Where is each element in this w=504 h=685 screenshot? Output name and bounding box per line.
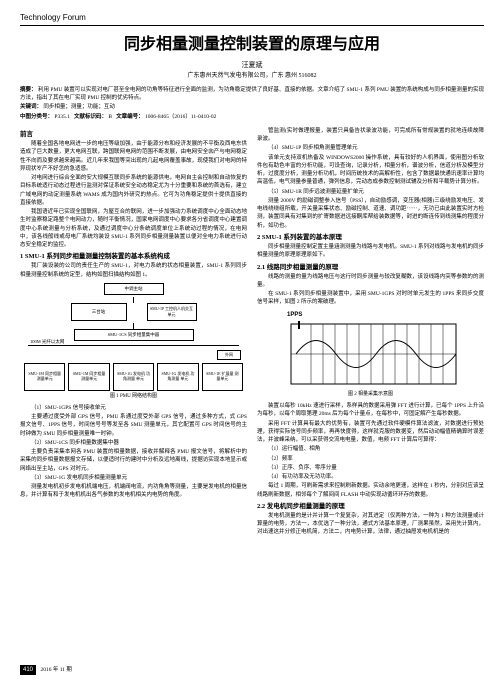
two-column-body: 前言 随着全国各地电网进一步的电压等级加强，由于能源分布和经济发展的不平衡及西电… <box>20 127 484 538</box>
para: （3）SMU-1G 发电机同步相量测量单元 <box>20 474 247 482</box>
affiliation: 广东惠州天然气发电有限公司，广东 惠州 516082 <box>20 72 484 80</box>
para: （1）SMU-1GPS 信号接收单元 <box>20 404 247 412</box>
para: 发电机测量的是计并计算一个复复杂，对其进定（仅两种方法，一种为 1 种方法测量或… <box>257 512 484 537</box>
para: 主要负责采集本网各 PMU 装置的相量数据，接收并解释各 PMU 报文信号，将解… <box>20 448 247 473</box>
para: （3）正序、负序、零序分量 <box>257 464 484 472</box>
diagram-box-top: 中调主站 <box>104 283 164 295</box>
para: （4）有功功率及无功功率。 <box>257 473 484 481</box>
para: 装置以每秒 10kHz 速进行采样，系样具的数据采用弹 FFT 进行计算，已每个… <box>257 402 484 419</box>
diagram-box-ext: 外网 <box>217 350 241 360</box>
system-diagram: 中调主站 三台站 SMU-1P 工控机人机交互单元 SMU-1CS 同步相量集中… <box>20 283 247 400</box>
diagram-box-concentrator: SMU-1CS 同步相量集中器 <box>74 329 194 341</box>
articleid-label: 文章编号： <box>116 114 144 120</box>
keywords-text: 同步相量；测量；功能；互动 <box>43 104 115 110</box>
para: （4）SMU-1P 同步相角测量管理单元 <box>257 144 484 152</box>
diagram-box-bottom: SMU-1E 扩展量 测量单元 <box>202 363 243 391</box>
para: 测量发电机初步发电机机端电压，机端阀电流，内功角角等测量，主要是发电机的相量信息… <box>20 483 247 500</box>
articleid-text: 1006-8465（2016）11-0410-02 <box>145 114 216 120</box>
para: 我厂装设装的公司的责任生产的 SMU-1，对电力系统的状态相量装置，SMU-1 … <box>20 262 247 279</box>
para: （2）频率 <box>257 455 484 463</box>
sec-2-2: 2.2 发电机同步相量测量的原理 <box>257 502 484 511</box>
para: 主要通过度受外部 GPS 信号，PMU 系通过度受外部 GPS 信号，通过多种方… <box>20 413 247 438</box>
left-column: 前言 随着全国各地电网进一步的电压等级加强，由于能源分布和经济发展的不平衡及西电… <box>20 127 247 538</box>
author: 汪夏斌 <box>20 61 484 71</box>
chart-svg <box>281 319 461 389</box>
para: （2）SMU-1CS 同步相量数据集中器 <box>20 439 247 447</box>
keywords-label: 关键词： <box>20 104 42 110</box>
sec-preface: 前言 <box>20 130 247 139</box>
chart-label: 1PPS <box>287 311 474 319</box>
diagram-box-bottom: SMU-1M 同步相量 测量单元 <box>24 363 65 391</box>
sec-2: 2 SMU-1 系列装置的基本原理 <box>257 233 484 242</box>
diagram-box-mid-left: 三台站 <box>71 303 127 321</box>
para: （1）运行幅值、相角 <box>257 445 484 453</box>
para: 我国语近年已实现全国联网，为屋互合的联网，进一步加强动力系统调度中心全面动态地生… <box>20 208 247 249</box>
para: 管监测(实时做理报量，装置只具备告状录波功能，可完成所有常规装置的就地连续故障录… <box>257 127 484 144</box>
chart-caption: 图 2 相量采集示意图 <box>267 391 474 398</box>
para: （5）SMU-1R 同步远波测量延量扩单元 <box>257 188 484 196</box>
clc-label: 中图分类号： <box>20 114 53 120</box>
para: 对电网进行综合全面的安大规模互联同步系统的能源供电，电网自主会控制和自动恢复的目… <box>20 174 247 207</box>
para: 在 SMU-1 系列同步相量测装置中，采用 SMU-1GPS 对时时单元发生的 … <box>257 290 484 307</box>
sec-2-1: 2.1 线路同步相量测量的原理 <box>257 263 484 272</box>
diagram-box-mid-right: SMU-1P 工控机人机交互单元 <box>147 303 197 321</box>
para: 该单元支持双机热备及 WINDOWS2000 操作系统，具有较好的人机界面，使用… <box>257 154 484 187</box>
page-footer: 410 2016 年 11 期 <box>20 665 72 675</box>
para: 测量 2000V 的励磁调整参入信号（PSS），自动励感调，变压器(相器)三级绕… <box>257 197 484 230</box>
header-bar: Technology Forum <box>20 12 484 26</box>
diagram-box-bottom: SMU-1G 发电机 功角测量 单元 <box>113 363 154 391</box>
abstract-block: 摘要： 利用 PMU 装置可以实现对电厂甚至全电网的功角等特征进行全面的监测，为… <box>20 86 484 121</box>
doccode-text: B <box>108 114 112 120</box>
sec-1: 1 SMU-1 系列同步相量测量控制装置的基本系统构成 <box>20 252 247 261</box>
doccode-label: 文献标识码： <box>74 114 107 120</box>
abstract-label: 摘要： <box>20 87 37 93</box>
issue-text: 2016 年 11 期 <box>41 667 72 673</box>
abstract-text: 利用 PMU 装置可以实现对电厂甚至全电网的功角等特征进行全面的监测，为功角稳定… <box>20 87 484 101</box>
para: 每过 1 周期，可刷新需求来控制刷新数据。实动余地更速，这样在 1 秒内，分别对… <box>257 482 484 499</box>
para: 同步相量测量控制定置主量涵测测量为线路与发电机。SMU-1 系列对线路与发电机的… <box>257 243 484 260</box>
header-text: Technology Forum <box>20 13 86 22</box>
diagram-caption: 图 1 PMU 网络结构图 <box>20 393 247 400</box>
para: 采用 FFT 计算具有最大的优势有，装置可先通过软件硬模件算法滤波，对数据进行预… <box>257 420 484 445</box>
diagram-bus-label: 100M 光纤以太网 <box>28 339 66 345</box>
diagram-box-bottom: SMU-1M 同步相量 测量单元 <box>68 363 109 391</box>
clc-text: P335.1 <box>54 114 69 120</box>
page-number: 410 <box>20 665 36 675</box>
diagram-box-bottom: SMU-1G 发电机 功角测量 单元 <box>157 363 198 391</box>
para: 线路的测量的量为线路电压与这行时同步测量与较改复糊数，该设线路内突等参数的的测量… <box>257 273 484 290</box>
diagram-bus: 100M 光纤以太网 <box>28 345 239 346</box>
sine-chart: 1PPS <box>267 311 474 398</box>
page-title: 同步相量测量控制装置的原理与应用 <box>20 34 484 56</box>
right-column: 管监测(实时做理报量，装置只具备告状录波功能，可完成所有常规装置的就地连续故障录… <box>257 127 484 538</box>
para: 随着全国各地电网进一步的电压等级加强，由于能源分布和经济发展的不平衡及西电东供造… <box>20 140 247 173</box>
